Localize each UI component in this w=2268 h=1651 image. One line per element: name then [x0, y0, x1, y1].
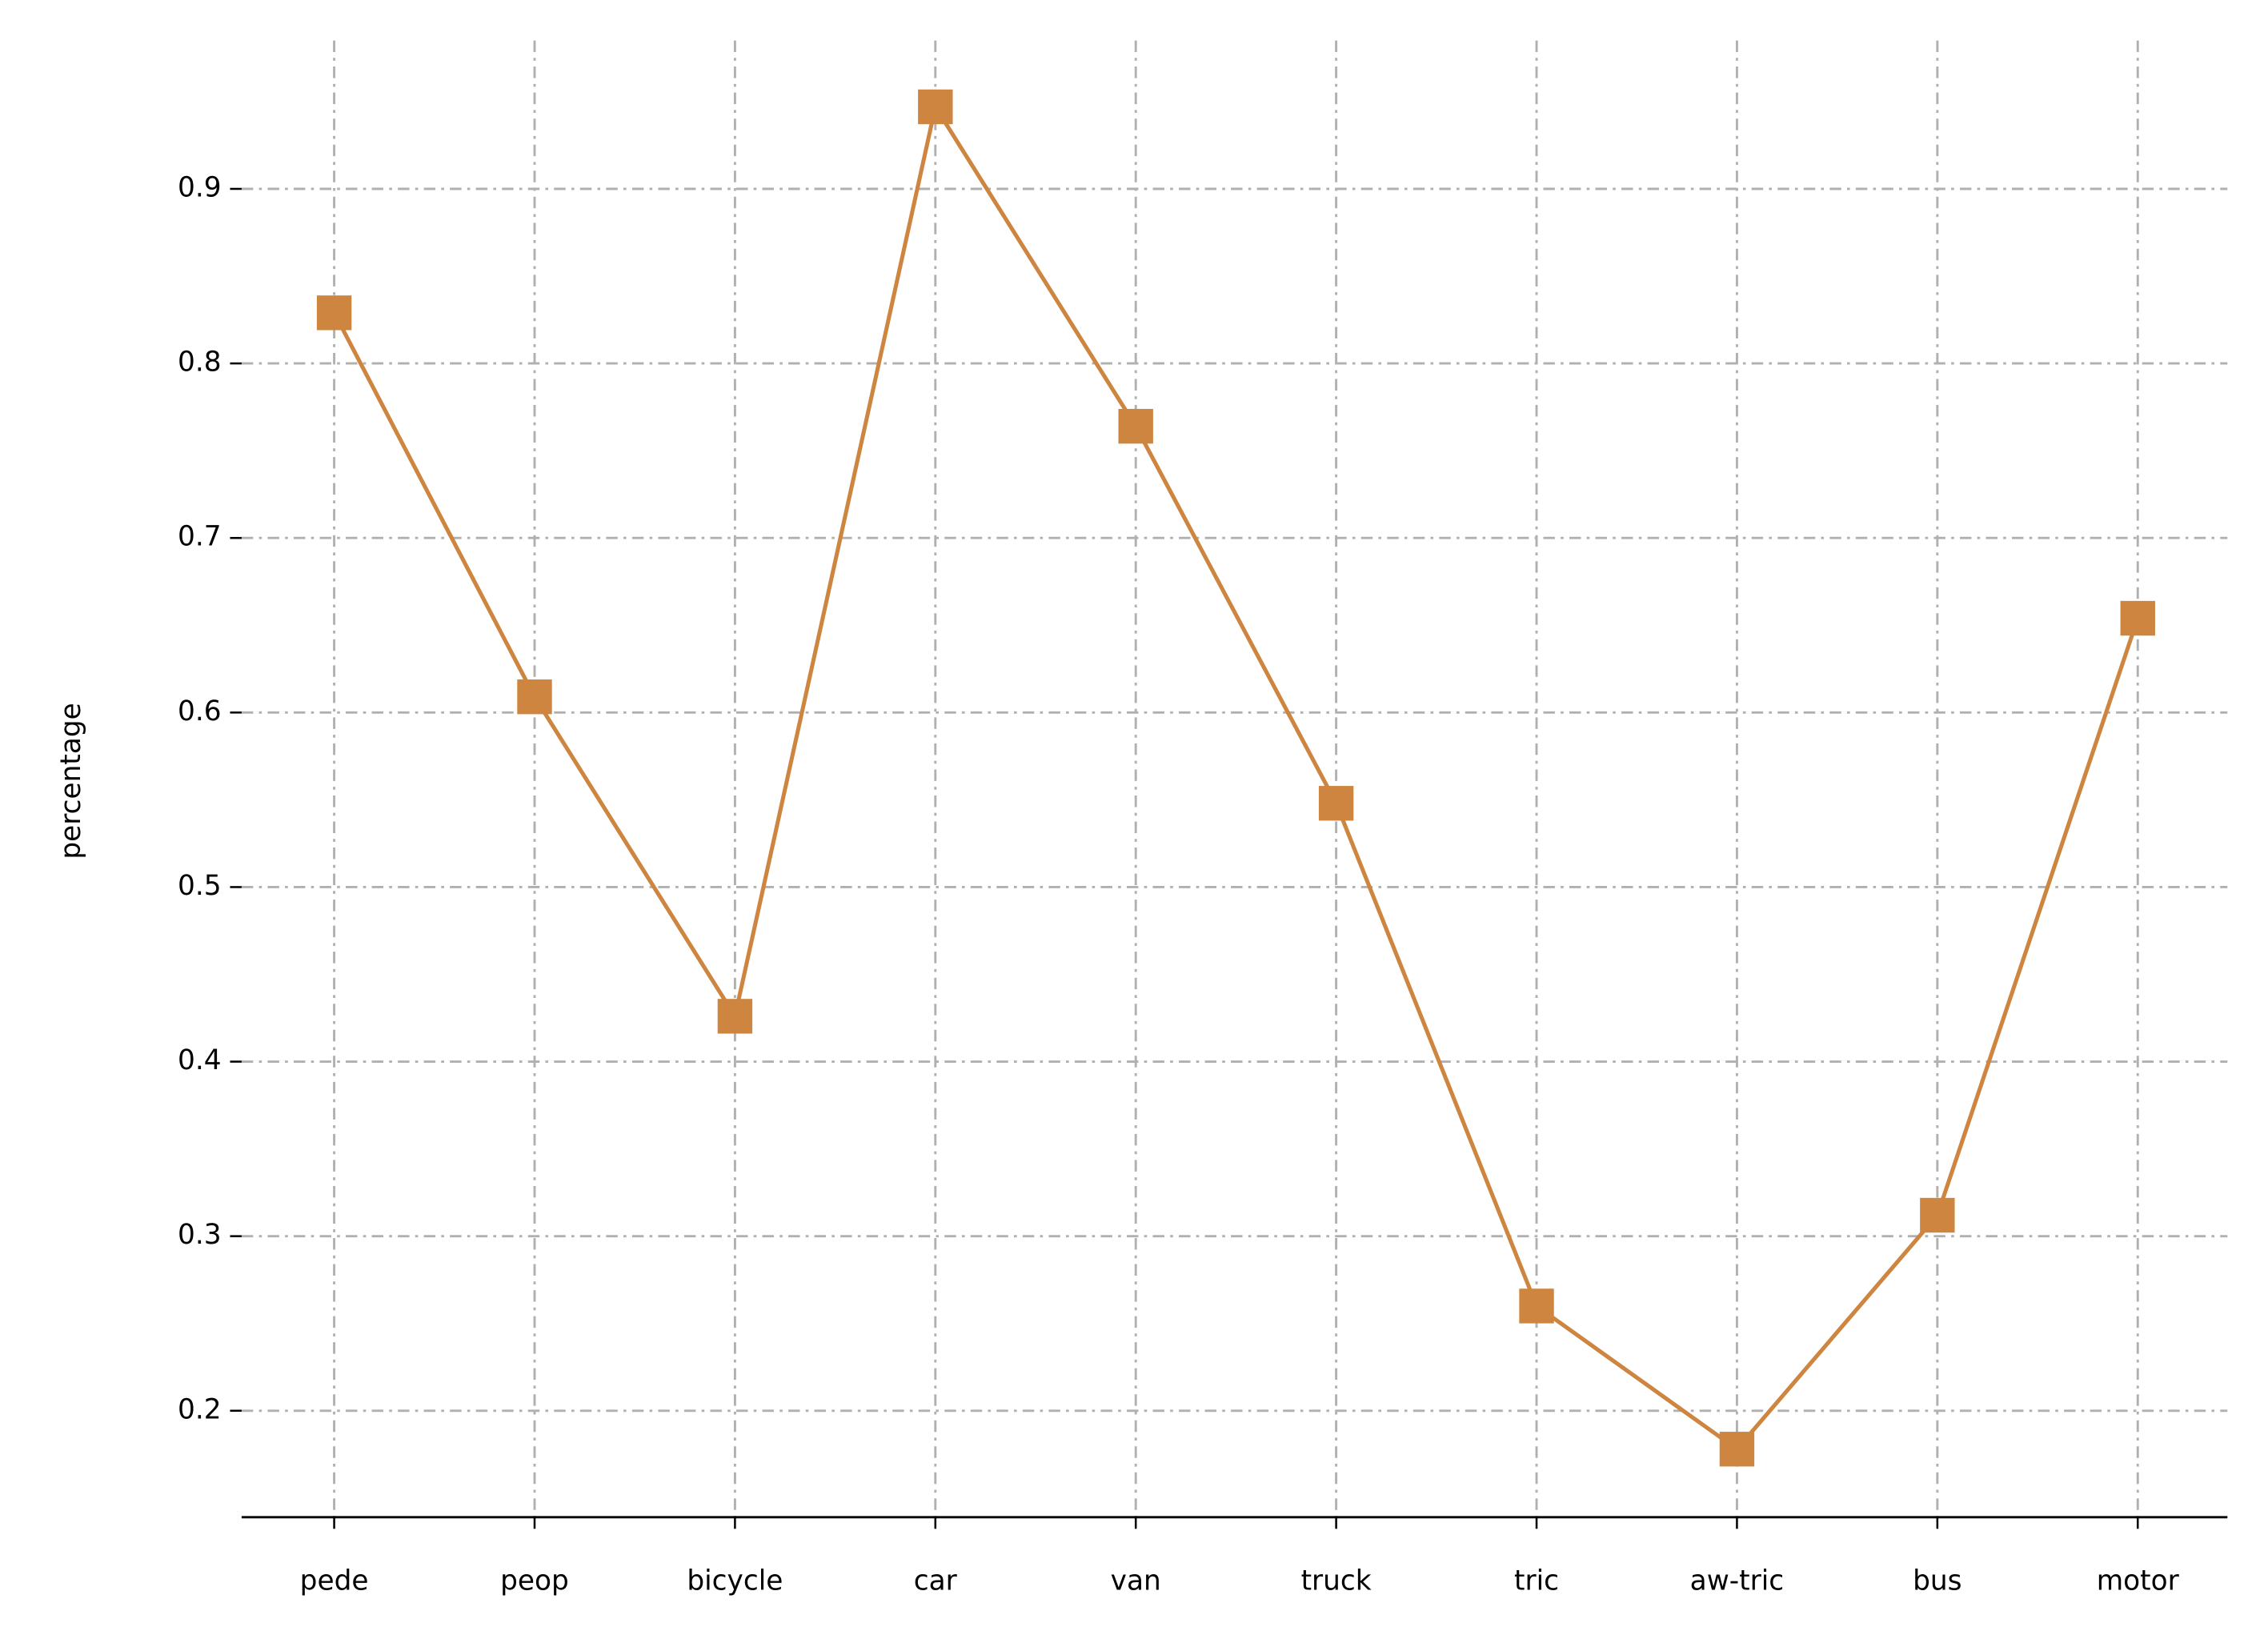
- y-tick-label: 0.7: [178, 521, 222, 553]
- y-tick-label: 0.8: [178, 347, 222, 379]
- y-tick-label: 0.5: [178, 870, 222, 902]
- y-tick-label: 0.6: [178, 695, 222, 727]
- marker: [1318, 786, 1354, 821]
- marker: [1719, 1432, 1755, 1467]
- y-tick-label: 0.2: [178, 1393, 222, 1425]
- line: [332, 101, 2140, 1453]
- x-tick-label: motor: [2097, 1565, 2180, 1597]
- y-axis-label: percentage: [55, 703, 87, 859]
- x-tick-label: pede: [300, 1565, 369, 1597]
- x-tick-label: peop: [500, 1565, 569, 1597]
- y-tick-label: 0.9: [178, 171, 222, 203]
- marker: [1118, 408, 1153, 444]
- x-tick-label: aw-tric: [1690, 1565, 1784, 1597]
- marker: [918, 89, 953, 125]
- marker: [1519, 1288, 1554, 1324]
- x-tick-label: bicycle: [687, 1565, 783, 1597]
- x-tick-label: tric: [1514, 1565, 1559, 1597]
- x-tick-label: car: [914, 1565, 958, 1597]
- y-tick-label: 0.4: [178, 1044, 222, 1076]
- x-tick-label: bus: [1913, 1565, 1961, 1597]
- x-tick-label: van: [1111, 1565, 1161, 1597]
- marker: [2120, 600, 2155, 636]
- marker: [1920, 1197, 1955, 1233]
- marker: [717, 999, 753, 1034]
- y-tick-label: 0.3: [178, 1219, 222, 1251]
- x-tick-label: truck: [1301, 1565, 1372, 1597]
- marker: [517, 679, 552, 715]
- marker: [316, 295, 352, 331]
